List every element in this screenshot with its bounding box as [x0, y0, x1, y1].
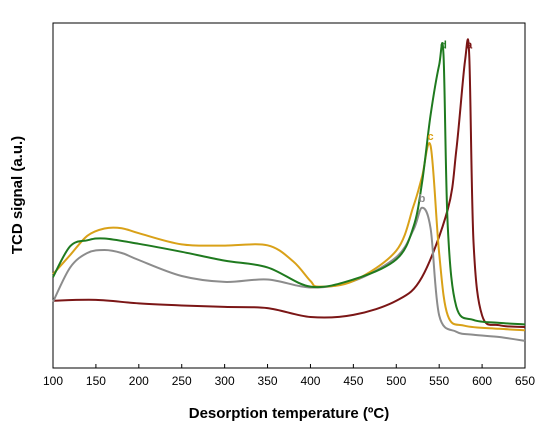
x-tick-label: 200 [129, 374, 149, 388]
series-line-d [52, 42, 526, 326]
x-tick-label: 500 [386, 374, 406, 388]
x-tick-label: 100 [43, 374, 63, 388]
y-axis-label: TCD signal (a.u.) [9, 136, 26, 254]
x-axis-ticks: 100 150 200 250 300 350 400 450 500 550 600 650 [43, 364, 535, 388]
x-tick-label: 650 [515, 374, 535, 388]
series-label-b: b [419, 193, 426, 205]
series-label-a: a [466, 39, 473, 51]
x-tick-label: 350 [258, 374, 278, 388]
series-label-c: c [428, 131, 434, 143]
plot-area-frame [52, 22, 526, 369]
series-lines [52, 38, 526, 342]
x-tick-label: 550 [429, 374, 449, 388]
x-axis-label: Desorption temperature (ºC) [189, 405, 390, 422]
x-tick-label: 250 [172, 374, 192, 388]
series-label-d: d [440, 40, 447, 52]
x-tick-label: 400 [300, 374, 320, 388]
series-labels: a b c d [419, 39, 474, 204]
x-tick-label: 300 [215, 374, 235, 388]
x-tick-label: 600 [472, 374, 492, 388]
series-line-a [52, 38, 526, 328]
x-tick-label: 450 [343, 374, 363, 388]
x-tick-label: 150 [86, 374, 106, 388]
